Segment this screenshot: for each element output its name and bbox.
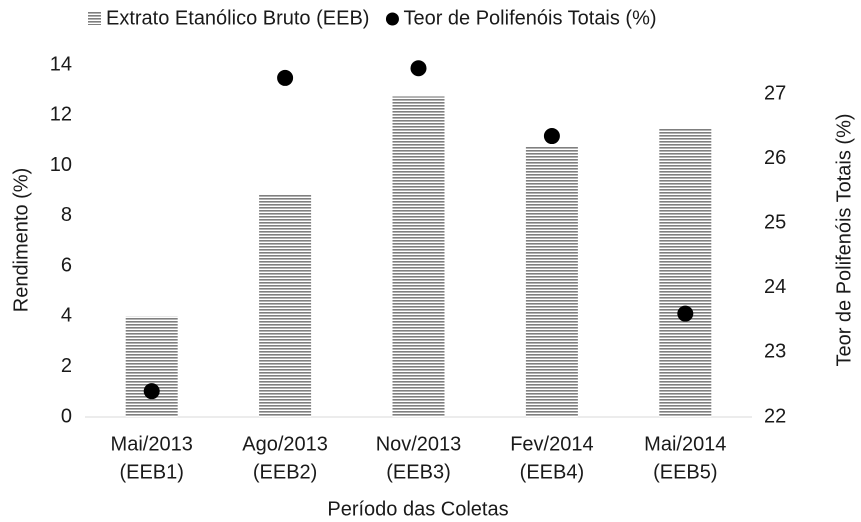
legend-label: Teor de Polifenóis Totais (%) [403, 7, 656, 29]
legend-label: Extrato Etanólico Bruto (EEB) [106, 7, 369, 29]
bar [525, 146, 578, 417]
x-axis-title: Período das Coletas [327, 498, 508, 520]
x-tick-label: Mai/2013 [111, 433, 193, 455]
point [677, 305, 694, 322]
bar [259, 194, 312, 417]
y2-tick-label: 27 [764, 82, 786, 104]
x-tick-label: (EEB5) [653, 461, 717, 483]
y-tick-label: 0 [61, 405, 72, 427]
y2-tick-label: 26 [764, 147, 786, 169]
y-axis-title: Rendimento (%) [10, 168, 32, 313]
point [277, 69, 294, 86]
x-tick-label: (EEB1) [119, 461, 183, 483]
y2-tick-label: 22 [764, 405, 786, 427]
point [410, 60, 427, 77]
y2-tick-label: 23 [764, 341, 786, 363]
x-tick-label: (EEB2) [253, 461, 317, 483]
x-tick-label: Ago/2013 [242, 433, 328, 455]
x-tick-label: Nov/2013 [376, 433, 462, 455]
x-tick-label: Mai/2014 [644, 433, 726, 455]
y-tick-label: 2 [61, 355, 72, 377]
y-tick-label: 8 [61, 204, 72, 226]
point [143, 383, 160, 400]
bar [392, 96, 445, 417]
y-tick-label: 14 [50, 53, 72, 75]
legend-symbol [385, 12, 399, 26]
legend-symbol [88, 12, 101, 25]
bar [659, 128, 712, 417]
y2-tick-label: 24 [764, 276, 786, 298]
x-tick-label: (EEB4) [520, 461, 584, 483]
y2-tick-label: 25 [764, 212, 786, 234]
x-tick-label: Fev/2014 [510, 433, 593, 455]
point [543, 128, 560, 145]
y-tick-label: 4 [61, 305, 72, 327]
x-tick-label: (EEB3) [386, 461, 450, 483]
y-tick-label: 12 [50, 104, 72, 126]
y-tick-label: 10 [50, 154, 72, 176]
bar [125, 316, 178, 417]
y-tick-label: 6 [61, 254, 72, 276]
y2-axis-title: Teor de Polifenóis Totais (%) [833, 113, 855, 366]
